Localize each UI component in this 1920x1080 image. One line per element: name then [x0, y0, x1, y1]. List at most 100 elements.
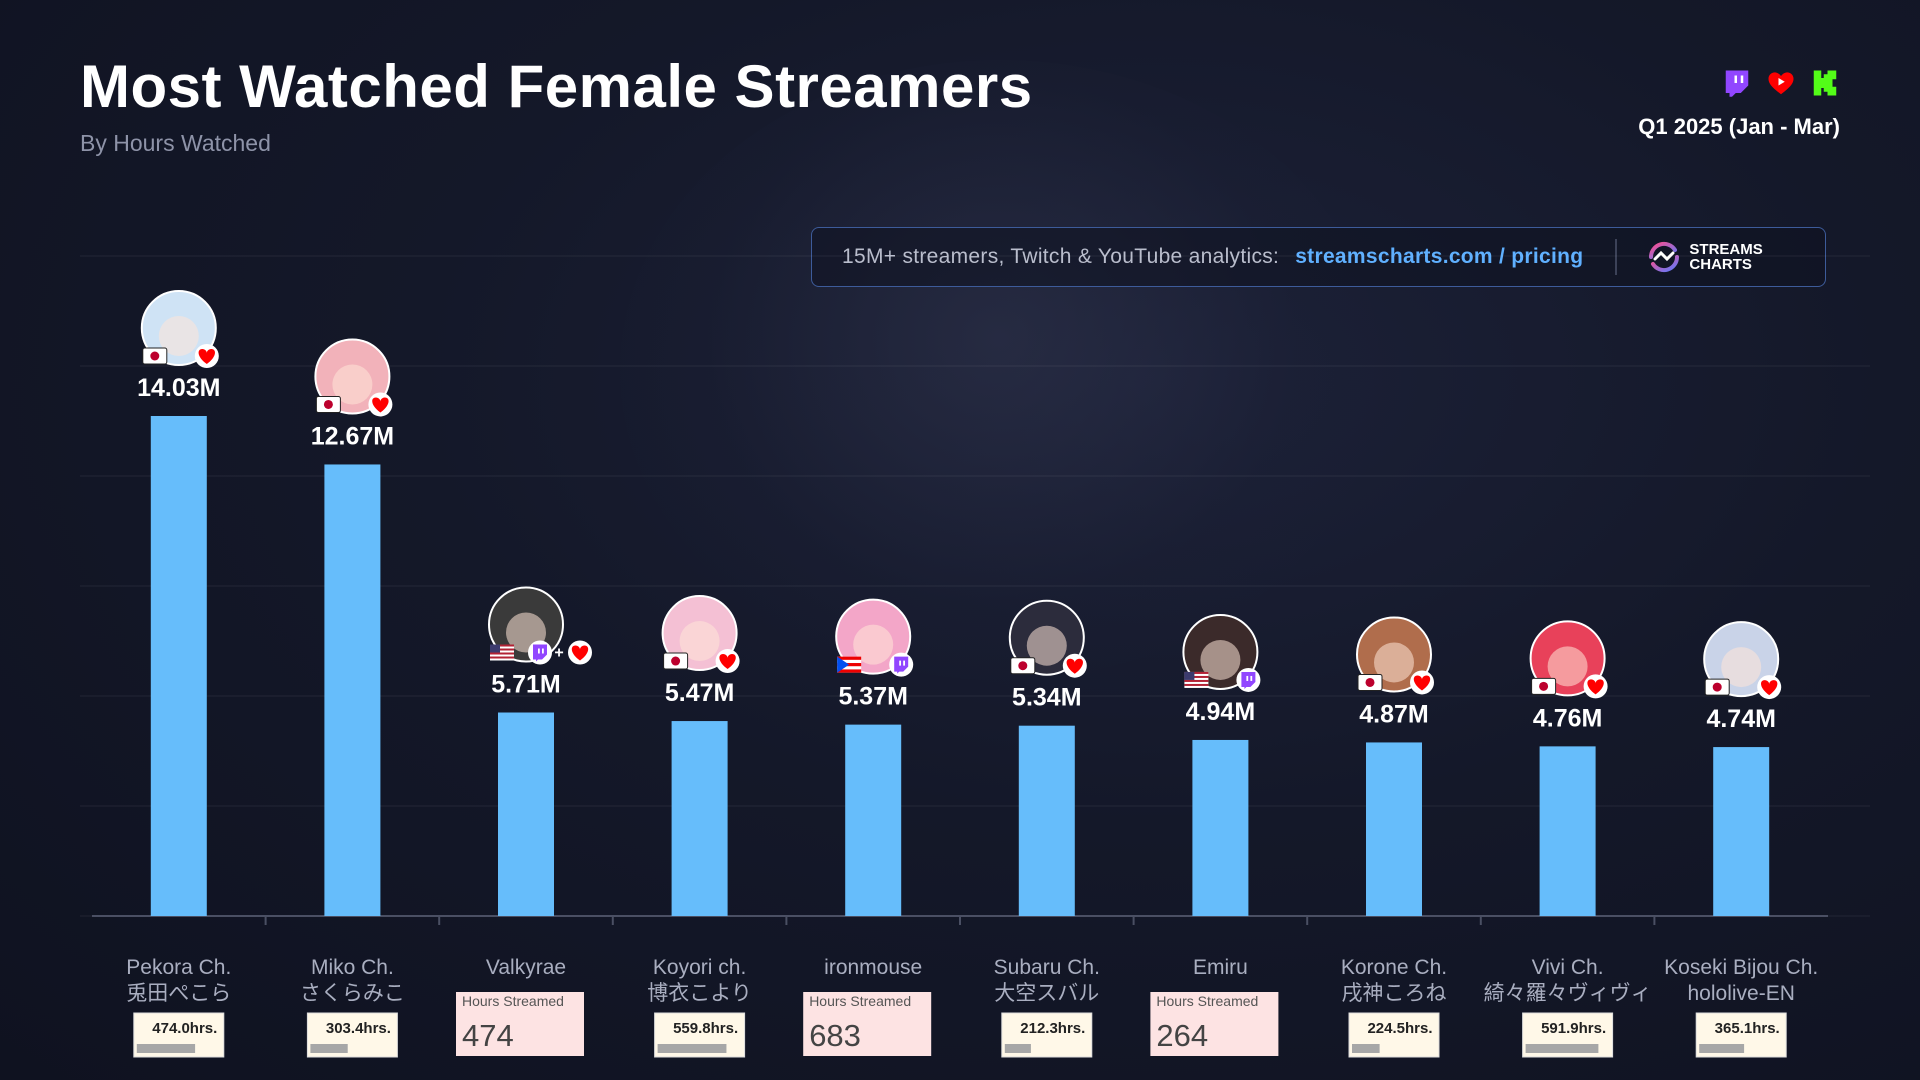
category-sublabel: 兎田ぺこら: [126, 982, 231, 1005]
category-label: Subaru Ch.: [994, 956, 1100, 979]
bar[interactable]: [1192, 739, 1249, 916]
youtube-icon: [1761, 680, 1778, 696]
avatar-face: [1026, 625, 1067, 666]
japan-flag-dot: [150, 351, 160, 361]
twitch-icon-eye: [542, 648, 544, 654]
hours-streamed-bar: [1352, 1044, 1380, 1053]
brand-text-line2: CHARTS: [1689, 256, 1752, 273]
hours-streamed-box-value: 683: [809, 1018, 861, 1053]
youtube-icon: [1066, 658, 1083, 674]
hours-streamed-bar: [1525, 1044, 1599, 1053]
hours-streamed-box-title: Hours Streamed: [1156, 993, 1258, 1009]
bar-value-label: 4.76M: [1533, 704, 1602, 732]
japan-flag-dot: [323, 399, 333, 409]
page-title: Most Watched Female Streamers: [80, 53, 1033, 120]
japan-flag-dot: [1018, 661, 1028, 671]
youtube-icon: [719, 654, 736, 670]
bar-value-label: 4.94M: [1186, 698, 1255, 726]
background-portrait: [620, 60, 1380, 680]
promo-banner[interactable]: 15M+ streamers, Twitch & YouTube analyti…: [811, 227, 1826, 287]
bar-value-label: 5.34M: [1012, 684, 1081, 712]
category-sublabel: 博衣こより: [647, 982, 752, 1005]
hours-streamed-bar: [657, 1044, 727, 1053]
bar[interactable]: [1366, 742, 1422, 916]
category-label: Vivi Ch.: [1532, 956, 1604, 979]
bar[interactable]: [1539, 746, 1596, 916]
puerto-rico-flag-stripe: [837, 669, 862, 673]
avatar-face: [332, 364, 373, 405]
bar-value-label: 5.47M: [665, 679, 734, 707]
hours-streamed-label: 303.4hrs.: [326, 1020, 391, 1037]
bar-value-label: 14.03M: [137, 374, 220, 402]
usa-flag-stripe: [1184, 679, 1209, 682]
japan-flag-dot: [1712, 682, 1722, 692]
hours-streamed-box: [1150, 992, 1279, 1056]
plus-sign: +: [554, 645, 563, 662]
promo-link[interactable]: streamscharts.com / pricing: [1295, 245, 1584, 268]
hours-streamed-box-value: 474: [462, 1018, 514, 1053]
avatar-face: [1721, 647, 1762, 688]
category-sublabel: 綺々羅々ヴィヴィ: [1484, 982, 1652, 1005]
bar[interactable]: [324, 464, 381, 916]
brand-logo: STREAMS CHARTS: [1647, 240, 1763, 274]
usa-flag-stripe: [490, 644, 514, 647]
promo-text: 15M+ streamers, Twitch & YouTube analyti…: [842, 245, 1280, 268]
youtube-icon: [1768, 72, 1794, 95]
usa-flag-stripe: [490, 652, 514, 655]
twitch-icon: [1725, 70, 1749, 97]
streams-charts-logo-icon: [1649, 241, 1680, 273]
bar[interactable]: [498, 712, 554, 916]
hours-streamed-label: 224.5hrs.: [1367, 1020, 1432, 1037]
japan-flag-dot: [1365, 677, 1375, 687]
avatar-face: [1374, 642, 1414, 683]
category-label: Emiru: [1193, 956, 1248, 979]
category-label: Koyori ch.: [653, 956, 746, 979]
platform-icons: [1722, 68, 1840, 98]
hours-streamed-tag: [1001, 1012, 1093, 1058]
bar[interactable]: [1713, 747, 1770, 916]
usa-flag-stripe: [1184, 675, 1209, 678]
category-label: Pekora Ch.: [126, 956, 231, 979]
youtube-icon: [372, 397, 389, 413]
promo-divider: [1615, 239, 1618, 275]
page-subtitle: By Hours Watched: [80, 130, 271, 156]
usa-flag-stripe: [1184, 671, 1209, 674]
avatar-face: [679, 621, 720, 662]
bar[interactable]: [1018, 725, 1075, 916]
hours-streamed-box-title: Hours Streamed: [462, 993, 564, 1009]
usa-flag-canton: [1184, 671, 1195, 680]
hours-streamed-label: 474.0hrs.: [152, 1020, 217, 1037]
bar[interactable]: [150, 416, 207, 916]
bar-value-label: 5.37M: [838, 683, 907, 711]
bar[interactable]: [845, 724, 902, 916]
usa-flag-stripe: [490, 656, 514, 659]
hours-streamed-bar: [1699, 1044, 1745, 1053]
category-label: Valkyrae: [486, 956, 566, 979]
category-sublabel: 戌神ころね: [1342, 982, 1447, 1005]
hours-streamed-label: 212.3hrs.: [1020, 1020, 1085, 1037]
hours-streamed-bar: [136, 1044, 196, 1053]
hours-streamed-box-value: 264: [1156, 1018, 1208, 1053]
hours-streamed-box: [456, 992, 584, 1056]
twitch-icon-eye: [1246, 675, 1249, 681]
avatar-face: [853, 624, 894, 665]
bar[interactable]: [671, 721, 728, 916]
category-label: Koseki Bijou Ch.: [1664, 956, 1818, 979]
youtube-icon: [1413, 675, 1431, 691]
twitch-icon-eye: [1250, 675, 1253, 681]
bar-value-label: 4.74M: [1706, 705, 1775, 733]
hours-streamed-box: [803, 992, 932, 1056]
bar-value-label: 5.71M: [491, 671, 560, 699]
kick-icon: [1813, 70, 1837, 96]
twitch-icon-eye: [899, 660, 901, 666]
youtube-icon: [571, 645, 589, 661]
usa-flag-stripe: [490, 648, 514, 651]
hours-streamed-label: 591.9hrs.: [1541, 1020, 1606, 1037]
twitch-icon-eye: [538, 648, 540, 654]
puerto-rico-flag-stripe: [837, 656, 862, 660]
puerto-rico-flag-triangle: [837, 656, 850, 673]
hours-streamed-bar: [1004, 1044, 1031, 1053]
category-label: Korone Ch.: [1341, 956, 1447, 979]
youtube-icon: [198, 349, 215, 364]
bar-value-label: 4.87M: [1359, 700, 1428, 728]
